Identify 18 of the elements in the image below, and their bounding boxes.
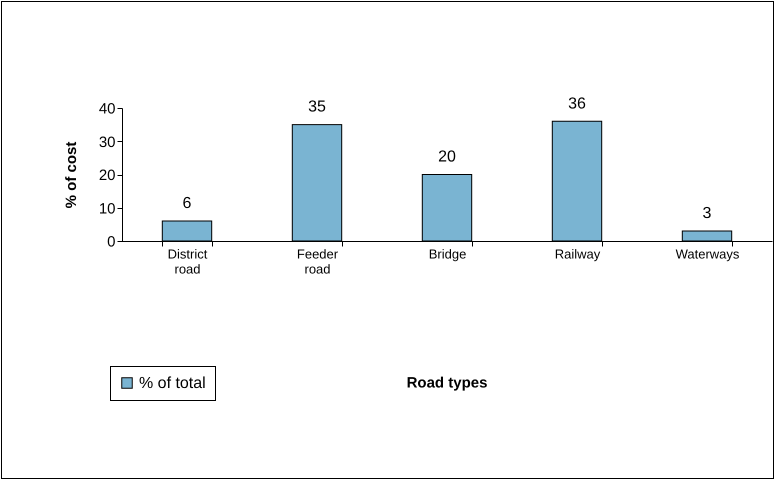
x-tick-label: Feeder road [296, 246, 339, 276]
x-tick-label: Waterways [676, 246, 740, 262]
y-tick-label: 10 [98, 200, 116, 218]
data-label: 6 [182, 195, 192, 212]
text: Road types [406, 374, 488, 392]
data-label: 36 [568, 95, 586, 112]
y-tick-label: 20 [98, 167, 116, 184]
y-tick-label: 0 [107, 234, 116, 250]
x-tick-label: Railway [554, 246, 601, 262]
y-tick-label: 40 [98, 100, 116, 118]
y-axis-title: % of cost [62, 142, 80, 208]
y-tick-label: 30 [98, 134, 116, 151]
x-tick-label: Bridge [428, 246, 466, 262]
data-label: 20 [438, 148, 456, 166]
data-label: 35 [308, 98, 326, 116]
data-label: 3 [702, 205, 712, 222]
legend-label: % of total [139, 375, 206, 392]
x-tick-label: District road [168, 246, 208, 276]
